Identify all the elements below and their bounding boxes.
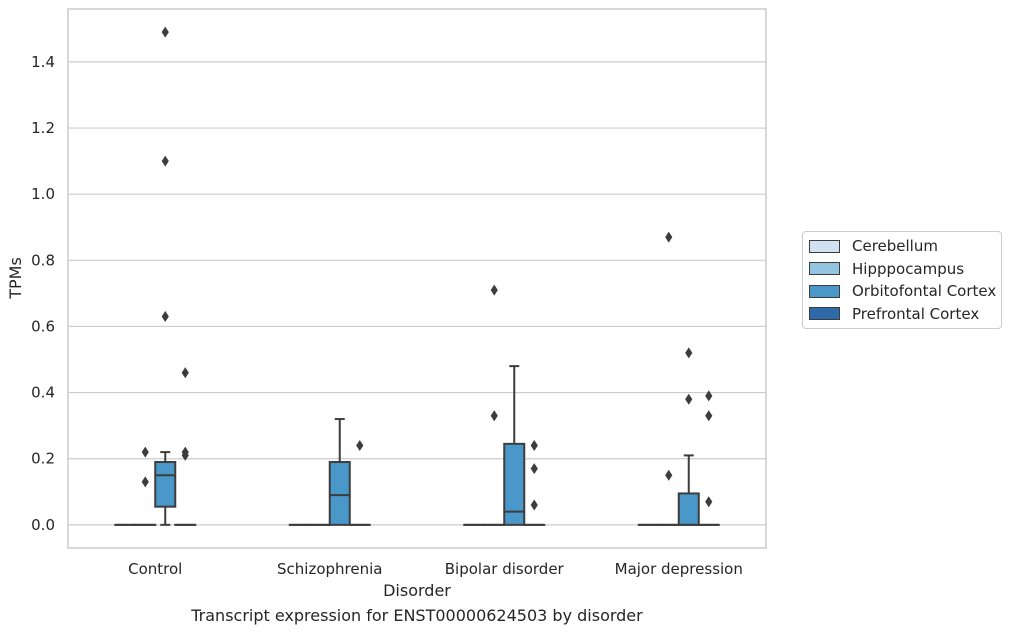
x-tick-label: Major depression: [615, 560, 743, 578]
outlier-point: [141, 446, 149, 458]
grid-lines: [68, 61, 766, 526]
box-group: [348, 439, 371, 526]
y-tick-label: 0.2: [31, 450, 55, 468]
outlier-point: [181, 367, 189, 379]
box-group: [677, 347, 700, 526]
x-tick-label: Control: [128, 560, 182, 578]
outlier-point: [705, 390, 713, 402]
outlier-point: [665, 469, 673, 481]
legend-item: Cerebellum: [803, 235, 1001, 258]
outlier-point: [530, 439, 538, 451]
legend-label: Orbitofontal Cortex: [852, 282, 997, 301]
outlier-point: [685, 393, 693, 405]
outlier-point: [161, 155, 169, 167]
box-group: [154, 26, 177, 526]
box-group: [523, 439, 546, 526]
legend-swatch: [809, 284, 840, 298]
outlier-point: [161, 311, 169, 323]
y-tick-label: 0.6: [31, 317, 55, 335]
x-tick-label: Schizophrenia: [277, 560, 382, 578]
legend-label: Cerebellum: [852, 237, 938, 256]
box-group: [328, 418, 351, 526]
legend-label: Prefrontal Cortex: [852, 304, 980, 323]
y-tick-label: 0.4: [31, 384, 55, 402]
y-tick-label: 1.2: [31, 119, 55, 137]
x-axis-label: Disorder: [383, 581, 451, 600]
legend-item: Orbitofontal Cortex: [803, 280, 1001, 303]
outlier-point: [161, 26, 169, 38]
outlier-point: [356, 439, 364, 451]
x-tick-labels: Control Schizophrenia Bipolar disorder Majo…: [128, 560, 743, 578]
outlier-point: [665, 231, 673, 243]
box-group: [174, 367, 197, 526]
box-group: [657, 231, 680, 526]
legend-item: Hipppocampus: [803, 258, 1001, 281]
box: [677, 492, 700, 526]
box-group: [697, 390, 720, 526]
chart-caption: Transcript expression for ENST0000062450…: [191, 606, 643, 625]
y-tick-label: 1.4: [31, 53, 55, 71]
y-tick-label: 0.0: [31, 516, 55, 534]
box-group: [134, 446, 157, 526]
outlier-point: [530, 463, 538, 475]
legend-label: Hipppocampus: [852, 259, 965, 278]
box: [328, 461, 351, 526]
box: [503, 442, 526, 526]
x-tick-label: Bipolar disorder: [445, 560, 565, 578]
y-tick-label: 0.8: [31, 251, 55, 269]
box-plot-marks: [114, 26, 720, 526]
legend-swatch: [809, 262, 840, 276]
outlier-point: [530, 499, 538, 511]
outlier-point: [685, 347, 693, 359]
outlier-point: [181, 449, 189, 461]
box-group: [503, 365, 526, 526]
outlier-point: [490, 410, 498, 422]
outlier-point: [490, 284, 498, 296]
outlier-point: [141, 476, 149, 488]
box: [154, 461, 177, 508]
plot-frame: [67, 8, 767, 549]
y-tick-labels: 0.0 0.2 0.4 0.6 0.8 1.0 1.2 1.4: [31, 53, 55, 534]
legend-swatch: [809, 239, 840, 253]
legend: Cerebellum Hipppocampus Orbitofontal Corte…: [802, 231, 1002, 329]
y-tick-label: 1.0: [31, 185, 55, 203]
legend-swatch: [809, 307, 840, 321]
outlier-point: [705, 410, 713, 422]
outlier-point: [705, 496, 713, 508]
box-group: [483, 284, 506, 526]
legend-item: Prefrontal Cortex: [803, 303, 1001, 326]
y-axis-label: TPMs: [6, 257, 25, 300]
